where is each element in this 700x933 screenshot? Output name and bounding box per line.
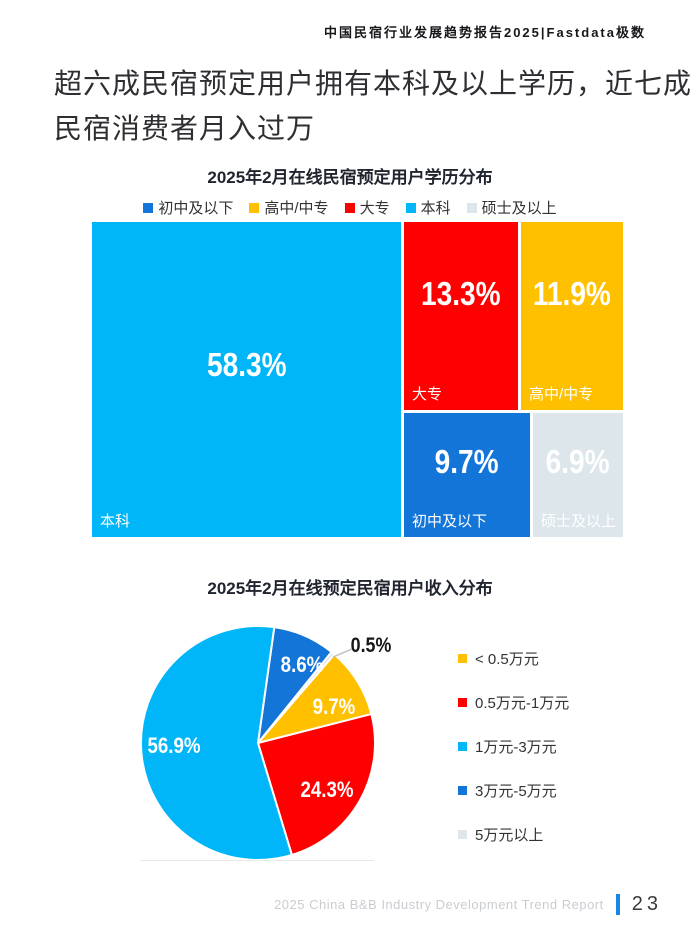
treemap-block-label: 初中及以下 bbox=[412, 513, 488, 530]
treemap-block: 6.9% 硕士及以上 bbox=[533, 413, 623, 537]
legend-item: 5万元以上 bbox=[458, 824, 569, 845]
legend-swatch-icon bbox=[458, 654, 467, 663]
treemap-block-value: 6.9% bbox=[546, 443, 610, 480]
legend-label: < 0.5万元 bbox=[475, 651, 539, 668]
treemap-block: 58.3% 本科 bbox=[92, 222, 401, 537]
legend-swatch-icon bbox=[143, 202, 154, 213]
treemap-block-label: 本科 bbox=[100, 513, 131, 530]
legend-item: 初中及以下 bbox=[143, 197, 233, 218]
page-title-line2: 民宿消费者月入过万 bbox=[54, 113, 316, 144]
treemap-block-value: 58.3% bbox=[206, 345, 287, 383]
legend-item: 1万元-3万元 bbox=[458, 736, 569, 757]
legend-swatch-icon bbox=[458, 830, 467, 839]
legend-swatch-icon bbox=[344, 202, 355, 213]
legend-swatch-icon bbox=[458, 742, 467, 751]
legend-label: 1万元-3万元 bbox=[475, 739, 557, 756]
treemap-block-value: 13.3% bbox=[421, 275, 501, 312]
legend-label: 硕士及以上 bbox=[481, 200, 557, 217]
treemap-block-label: 高中/中专 bbox=[529, 386, 594, 403]
legend-item: 本科 bbox=[405, 197, 451, 218]
pie-callout-line bbox=[332, 648, 353, 658]
income-chart-title: 2025年2月在线预定民宿用户收入分布 bbox=[207, 579, 493, 598]
pie-slice bbox=[140, 625, 293, 861]
education-chart-title: 2025年2月在线民宿预定用户学历分布 bbox=[207, 168, 493, 187]
education-chart-legend: 初中及以下 高中/中专 大专 本科 硕士及以上 bbox=[0, 197, 700, 218]
footer-report-name: 2025 China B&B Industry Development Tren… bbox=[274, 897, 604, 912]
treemap-block: 9.7% 初中及以下 bbox=[404, 413, 530, 537]
pie-slice bbox=[257, 713, 376, 856]
legend-item: 3万元-5万元 bbox=[458, 780, 569, 801]
legend-swatch-icon bbox=[458, 786, 467, 795]
legend-label: 初中及以下 bbox=[158, 200, 234, 217]
legend-label: 0.5万元-1万元 bbox=[475, 695, 570, 712]
page-title: 超六成民宿预定用户拥有本科及以上学历，近七成 民宿消费者月入过万 bbox=[54, 61, 692, 151]
legend-label: 3万元-5万元 bbox=[475, 783, 557, 800]
treemap-block-value: 9.7% bbox=[435, 443, 499, 480]
footer-page-number: 23 bbox=[631, 893, 662, 915]
legend-swatch-icon bbox=[466, 202, 477, 213]
legend-item: < 0.5万元 bbox=[458, 648, 569, 669]
legend-item: 0.5万元-1万元 bbox=[458, 692, 569, 713]
report-header-title: 中国民宿行业发展趋势报告2025|Fastdata极数 bbox=[323, 25, 646, 40]
legend-label: 本科 bbox=[420, 200, 451, 217]
treemap-block-value: 11.9% bbox=[533, 275, 611, 312]
legend-item: 硕士及以上 bbox=[466, 197, 557, 218]
page-title-line1: 超六成民宿预定用户拥有本科及以上学历，近七成 bbox=[54, 68, 693, 99]
legend-label: 5万元以上 bbox=[475, 827, 544, 844]
legend-label: 大专 bbox=[359, 200, 390, 217]
legend-swatch-icon bbox=[249, 202, 260, 213]
footer-accent-bar-icon bbox=[615, 894, 620, 915]
treemap-block: 11.9% 高中/中专 bbox=[521, 222, 623, 410]
legend-item: 大专 bbox=[344, 197, 390, 218]
legend-swatch-icon bbox=[458, 698, 467, 707]
pie-baseline-divider bbox=[140, 860, 374, 861]
legend-swatch-icon bbox=[405, 202, 416, 213]
page-footer: 2025 China B&B Industry Development Tren… bbox=[274, 893, 662, 916]
treemap-block: 13.3% 大专 bbox=[404, 222, 518, 410]
income-chart-legend: < 0.5万元 0.5万元-1万元 1万元-3万元 3万元-5万元 5万元以上 bbox=[458, 648, 569, 845]
treemap-block-label: 大专 bbox=[412, 386, 443, 403]
legend-item: 高中/中专 bbox=[249, 197, 329, 218]
income-pie-chart bbox=[140, 625, 376, 861]
education-treemap: 58.3% 本科 13.3% 大专 11.9% 高中/中专 9.7% 初中及以下 6.9% 硕士及… bbox=[92, 222, 623, 537]
treemap-block-label: 硕士及以上 bbox=[541, 513, 617, 530]
legend-label: 高中/中专 bbox=[264, 200, 329, 217]
